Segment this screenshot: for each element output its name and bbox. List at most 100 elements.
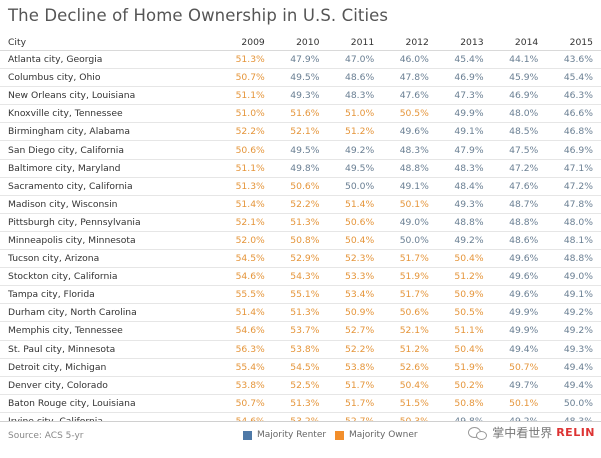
value-cell: 49.0% xyxy=(546,267,601,287)
value-cell: 49.1% xyxy=(546,285,601,305)
value-cell: 45.4% xyxy=(436,50,492,70)
value-cell: 54.3% xyxy=(272,267,328,287)
value-cell: 49.4% xyxy=(546,358,601,377)
city-cell: Madison city, Wisconsin xyxy=(0,195,219,214)
value-cell: 54.5% xyxy=(272,358,328,377)
value-cell: 55.4% xyxy=(218,358,273,377)
value-cell: 53.3% xyxy=(327,267,383,287)
value-cell: 51.0% xyxy=(218,104,273,124)
value-cell: 50.9% xyxy=(436,285,492,305)
value-cell: 47.9% xyxy=(436,140,492,160)
value-cell: 53.8% xyxy=(272,340,328,359)
value-cell: 46.6% xyxy=(546,104,601,124)
value-cell: 50.0% xyxy=(546,394,601,413)
value-cell: 50.8% xyxy=(436,394,492,413)
value-cell: 50.4% xyxy=(327,231,383,251)
value-cell: 47.5% xyxy=(491,140,547,160)
city-cell: Columbus city, Ohio xyxy=(0,68,219,88)
value-cell: 52.3% xyxy=(327,249,383,269)
value-cell: 46.3% xyxy=(546,86,601,106)
table-row: Minneapolis city, Minnesota 52.0% 50.8% 50.… xyxy=(0,231,601,251)
value-cell: 46.8% xyxy=(546,122,601,142)
value-cell: 51.1% xyxy=(218,159,273,178)
value-cell: 50.2% xyxy=(436,376,492,395)
value-cell: 45.9% xyxy=(491,68,547,88)
table-header-row: City 2009 2010 2011 2012 2013 2014 2015 xyxy=(0,35,601,51)
value-cell: 53.8% xyxy=(218,376,273,395)
city-cell: Durham city, North Carolina xyxy=(0,303,219,323)
table-row: Durham city, North Carolina 51.4% 51.3% 50.… xyxy=(0,303,601,323)
value-cell: 51.4% xyxy=(218,195,273,214)
value-cell: 51.5% xyxy=(382,394,437,413)
city-cell: Sacramento city, California xyxy=(0,177,219,196)
city-cell: Pittsburgh city, Pennsylvania xyxy=(0,213,219,232)
value-cell: 50.6% xyxy=(327,213,383,232)
value-cell: 51.3% xyxy=(272,213,328,232)
value-cell: 50.9% xyxy=(327,303,383,323)
value-cell: 48.0% xyxy=(491,104,547,124)
watermark-text: 掌中看世界 xyxy=(492,426,553,440)
value-cell: 47.8% xyxy=(382,68,437,88)
column-header-year: 2010 xyxy=(272,35,328,51)
ownership-table: City 2009 2010 2011 2012 2013 2014 2015 Atlanta… xyxy=(0,35,601,431)
value-cell: 51.4% xyxy=(218,303,273,323)
value-cell: 50.0% xyxy=(382,231,437,251)
value-cell: 51.7% xyxy=(327,394,383,413)
column-header-year: 2012 xyxy=(382,35,437,51)
value-cell: 54.6% xyxy=(218,267,273,287)
value-cell: 50.7% xyxy=(218,394,273,413)
city-cell: Denver city, Colorado xyxy=(0,376,219,395)
city-cell: San Diego city, California xyxy=(0,140,219,160)
value-cell: 49.4% xyxy=(491,340,547,359)
value-cell: 51.3% xyxy=(218,177,273,196)
value-cell: 49.5% xyxy=(272,140,328,160)
value-cell: 51.1% xyxy=(218,86,273,106)
table-row: Baltimore city, Maryland 51.1% 49.8% 49.5% 4… xyxy=(0,159,601,178)
value-cell: 49.6% xyxy=(491,249,547,269)
value-cell: 55.5% xyxy=(218,285,273,305)
value-cell: 53.8% xyxy=(327,358,383,377)
value-cell: 52.2% xyxy=(272,195,328,214)
value-cell: 50.7% xyxy=(491,358,547,377)
value-cell: 51.3% xyxy=(272,303,328,323)
value-cell: 47.9% xyxy=(272,50,328,70)
value-cell: 49.2% xyxy=(436,231,492,251)
value-cell: 48.1% xyxy=(546,231,601,251)
value-cell: 55.1% xyxy=(272,285,328,305)
value-cell: 50.4% xyxy=(436,249,492,269)
value-cell: 43.6% xyxy=(546,50,601,70)
value-cell: 50.7% xyxy=(218,68,273,88)
value-cell: 51.1% xyxy=(436,321,492,341)
value-cell: 51.2% xyxy=(327,122,383,142)
value-cell: 49.1% xyxy=(382,177,437,196)
value-cell: 49.7% xyxy=(491,376,547,395)
value-cell: 48.6% xyxy=(491,231,547,251)
value-cell: 46.0% xyxy=(382,50,437,70)
city-cell: Knoxville city, Tennessee xyxy=(0,104,219,124)
value-cell: 52.6% xyxy=(382,358,437,377)
value-cell: 50.1% xyxy=(382,195,437,214)
footer: Source: ACS 5-yr Majority Renter Majorit… xyxy=(0,421,601,458)
value-cell: 49.2% xyxy=(327,140,383,160)
city-cell: Atlanta city, Georgia xyxy=(0,50,219,70)
value-cell: 50.6% xyxy=(272,177,328,196)
legend-swatch-renter xyxy=(243,430,252,440)
value-cell: 47.6% xyxy=(382,86,437,106)
value-cell: 51.9% xyxy=(436,358,492,377)
column-header-year: 2013 xyxy=(436,35,492,51)
value-cell: 48.3% xyxy=(382,140,437,160)
value-cell: 51.0% xyxy=(327,104,383,124)
value-cell: 49.2% xyxy=(546,321,601,341)
table-row: Stockton city, California 54.6% 54.3% 53.3%… xyxy=(0,267,601,287)
city-cell: St. Paul city, Minnesota xyxy=(0,340,219,359)
value-cell: 49.4% xyxy=(546,376,601,395)
value-cell: 52.2% xyxy=(327,340,383,359)
value-cell: 52.5% xyxy=(272,376,328,395)
city-cell: Memphis city, Tennessee xyxy=(0,321,219,341)
value-cell: 50.6% xyxy=(382,303,437,323)
column-header-year: 2015 xyxy=(546,35,601,51)
value-cell: 52.1% xyxy=(382,321,437,341)
value-cell: 48.3% xyxy=(327,86,383,106)
value-cell: 48.0% xyxy=(546,213,601,232)
table-row: Detroit city, Michigan 55.4% 54.5% 53.8% 52.… xyxy=(0,358,601,377)
